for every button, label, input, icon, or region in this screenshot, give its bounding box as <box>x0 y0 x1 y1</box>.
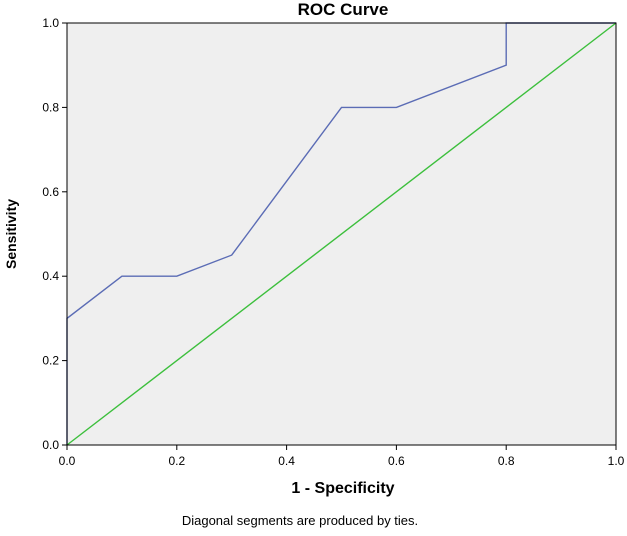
y-tick-label: 0.4 <box>42 269 59 283</box>
plot-frame <box>66 22 617 446</box>
chart-title: ROC Curve <box>298 0 389 19</box>
x-axis-label: 1 - Specificity <box>291 480 394 497</box>
roc-curve-line <box>66 22 616 445</box>
y-tick-label: 0.8 <box>42 100 59 114</box>
y-axis: 0.0 0.2 0.4 0.6 0.8 1.0 <box>42 16 67 452</box>
y-tick-label: 0.2 <box>42 354 59 368</box>
x-tick-label: 1.0 <box>608 454 625 468</box>
chart-footnote: Diagonal segments are produced by ties. <box>182 513 418 528</box>
y-tick-label: 0.6 <box>42 185 59 199</box>
series-layer <box>66 22 617 446</box>
reference-diagonal-line <box>66 22 617 446</box>
x-axis: 0.0 0.2 0.4 0.6 0.8 1.0 <box>59 445 625 468</box>
x-tick-label: 0.8 <box>498 454 515 468</box>
x-tick-label: 0.4 <box>278 454 295 468</box>
y-tick-label: 0.0 <box>42 438 59 452</box>
y-axis-label: Sensitivity <box>3 199 19 269</box>
x-tick-label: 0.6 <box>388 454 405 468</box>
x-tick-label: 0.2 <box>168 454 185 468</box>
y-tick-label: 1.0 <box>42 16 59 30</box>
x-tick-label: 0.0 <box>59 454 76 468</box>
